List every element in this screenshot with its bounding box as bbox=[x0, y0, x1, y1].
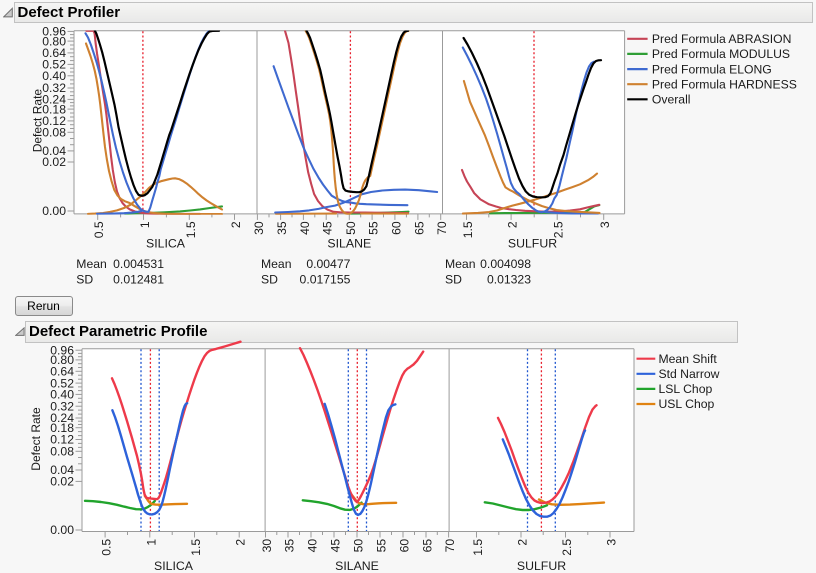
svg-text:0.32: 0.32 bbox=[50, 399, 74, 413]
svg-text:0.96: 0.96 bbox=[50, 343, 74, 357]
svg-text:0.80: 0.80 bbox=[50, 353, 74, 367]
svg-text:0.80: 0.80 bbox=[42, 34, 66, 48]
svg-text:1.5: 1.5 bbox=[189, 539, 203, 556]
svg-text:0.017155: 0.017155 bbox=[300, 273, 351, 287]
svg-text:Std Narrow: Std Narrow bbox=[659, 367, 720, 381]
svg-text:70: 70 bbox=[435, 221, 449, 235]
svg-text:2.5: 2.5 bbox=[552, 221, 566, 238]
svg-text:0.00: 0.00 bbox=[42, 204, 66, 218]
svg-text:Pred Formula HARDNESS: Pred Formula HARDNESS bbox=[652, 77, 797, 91]
svg-text:3: 3 bbox=[598, 221, 612, 228]
svg-text:0.64: 0.64 bbox=[42, 46, 66, 60]
svg-text:0.01323: 0.01323 bbox=[487, 273, 531, 287]
svg-text:55: 55 bbox=[367, 221, 381, 235]
svg-text:0.08: 0.08 bbox=[42, 126, 66, 140]
svg-text:0.52: 0.52 bbox=[42, 58, 66, 72]
svg-text:45: 45 bbox=[321, 221, 335, 235]
svg-text:SD: SD bbox=[445, 273, 462, 287]
svg-text:Mean Shift: Mean Shift bbox=[659, 352, 718, 366]
svg-text:2: 2 bbox=[506, 221, 520, 228]
svg-text:SD: SD bbox=[76, 273, 93, 287]
svg-text:60: 60 bbox=[389, 221, 403, 235]
svg-text:35: 35 bbox=[275, 221, 289, 235]
svg-text:Mean: Mean bbox=[445, 257, 476, 271]
svg-text:1: 1 bbox=[144, 539, 158, 546]
svg-text:65: 65 bbox=[412, 221, 426, 235]
svg-text:0.004531: 0.004531 bbox=[113, 257, 164, 271]
svg-text:2: 2 bbox=[229, 221, 243, 228]
svg-text:Pred Formula MODULUS: Pred Formula MODULUS bbox=[652, 47, 790, 61]
svg-text:40: 40 bbox=[306, 539, 320, 553]
svg-text:0.04: 0.04 bbox=[50, 463, 74, 477]
svg-text:1.5: 1.5 bbox=[184, 221, 198, 238]
svg-text:SULFUR: SULFUR bbox=[517, 559, 566, 573]
svg-text:0.52: 0.52 bbox=[50, 376, 74, 390]
svg-text:1: 1 bbox=[138, 221, 152, 228]
svg-text:SILICA: SILICA bbox=[146, 237, 186, 251]
svg-text:Defect Rate: Defect Rate bbox=[30, 89, 44, 153]
svg-text:0.12: 0.12 bbox=[50, 433, 74, 447]
svg-text:SULFUR: SULFUR bbox=[508, 237, 557, 251]
svg-text:0.32: 0.32 bbox=[42, 81, 66, 95]
svg-text:0.5: 0.5 bbox=[92, 221, 106, 238]
svg-text:0.00477: 0.00477 bbox=[306, 257, 350, 271]
svg-text:50: 50 bbox=[352, 539, 366, 553]
svg-text:LSL Chop: LSL Chop bbox=[659, 382, 713, 396]
svg-text:2.5: 2.5 bbox=[560, 539, 574, 556]
svg-text:0.02: 0.02 bbox=[42, 155, 66, 169]
svg-text:Overall: Overall bbox=[652, 93, 691, 107]
svg-text:0.012481: 0.012481 bbox=[113, 273, 164, 287]
svg-text:0.08: 0.08 bbox=[50, 445, 74, 459]
svg-text:0.5: 0.5 bbox=[100, 539, 114, 556]
svg-text:45: 45 bbox=[329, 539, 343, 553]
svg-text:1.5: 1.5 bbox=[471, 539, 485, 556]
svg-text:Pred Formula ABRASION: Pred Formula ABRASION bbox=[652, 32, 792, 46]
svg-text:Mean: Mean bbox=[261, 257, 292, 271]
svg-text:0.24: 0.24 bbox=[42, 93, 66, 107]
svg-text:30: 30 bbox=[260, 539, 274, 553]
svg-text:0.02: 0.02 bbox=[50, 475, 74, 489]
svg-text:55: 55 bbox=[375, 539, 389, 553]
svg-text:2: 2 bbox=[234, 539, 248, 546]
svg-text:50: 50 bbox=[344, 221, 358, 235]
svg-text:60: 60 bbox=[398, 539, 412, 553]
svg-text:0.04: 0.04 bbox=[42, 144, 66, 158]
svg-text:SILANE: SILANE bbox=[327, 237, 371, 251]
svg-text:0.64: 0.64 bbox=[50, 365, 74, 379]
svg-text:40: 40 bbox=[298, 221, 312, 235]
svg-text:70: 70 bbox=[443, 539, 457, 553]
svg-text:0.12: 0.12 bbox=[42, 114, 66, 128]
svg-text:0.00: 0.00 bbox=[50, 523, 74, 537]
svg-text:USL Chop: USL Chop bbox=[659, 397, 715, 411]
svg-text:35: 35 bbox=[283, 539, 297, 553]
svg-text:0.24: 0.24 bbox=[50, 411, 74, 425]
svg-text:0.40: 0.40 bbox=[50, 388, 74, 402]
svg-text:65: 65 bbox=[421, 539, 435, 553]
svg-text:0.40: 0.40 bbox=[42, 69, 66, 83]
svg-text:Defect Rate: Defect Rate bbox=[29, 407, 43, 471]
svg-text:0.96: 0.96 bbox=[42, 25, 66, 39]
svg-text:3: 3 bbox=[605, 539, 619, 546]
svg-text:30: 30 bbox=[252, 221, 266, 235]
svg-text:0.004098: 0.004098 bbox=[480, 257, 531, 271]
svg-text:0.18: 0.18 bbox=[42, 102, 66, 116]
svg-text:2: 2 bbox=[516, 539, 530, 546]
svg-text:Pred Formula ELONG: Pred Formula ELONG bbox=[652, 62, 772, 76]
svg-text:0.18: 0.18 bbox=[50, 421, 74, 435]
svg-text:SILICA: SILICA bbox=[154, 559, 194, 573]
svg-text:1.5: 1.5 bbox=[461, 221, 475, 238]
svg-text:SILANE: SILANE bbox=[335, 559, 379, 573]
svg-text:SD: SD bbox=[261, 273, 278, 287]
svg-text:Mean: Mean bbox=[76, 257, 107, 271]
